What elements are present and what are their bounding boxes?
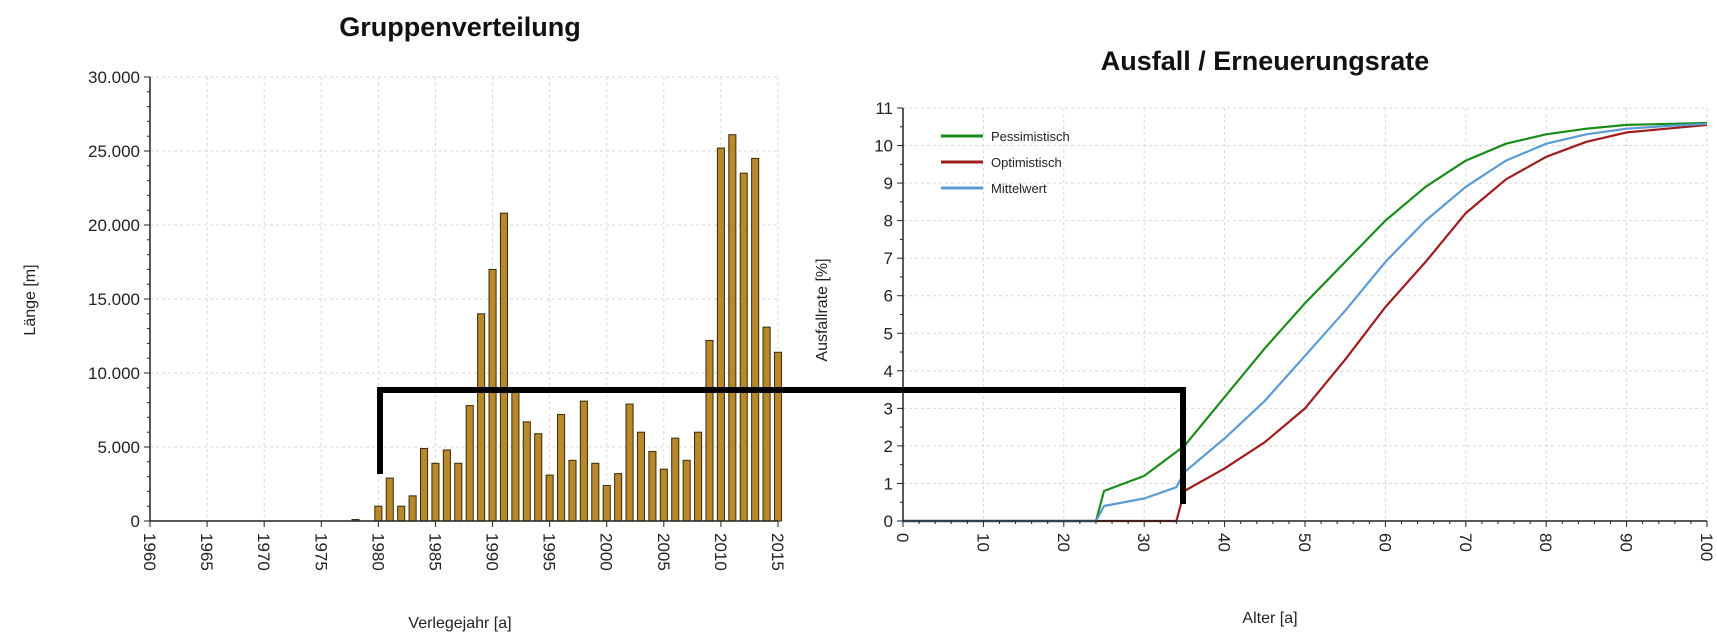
bar-chart-xtick-label: 1990 [483, 533, 502, 571]
line-chart-xtick-label: 70 [1456, 533, 1475, 552]
line-chart-xtick-label: 50 [1295, 533, 1314, 552]
bar-chart-title: Gruppenverteilung [339, 12, 581, 42]
line-chart-ytick-label: 6 [884, 287, 893, 306]
bar-chart-xtick-label: 1965 [197, 533, 216, 571]
bar-chart-ytick-label: 5.000 [97, 438, 140, 457]
bar-chart-xtick-label: 2000 [597, 533, 616, 571]
bar [408, 495, 417, 522]
bar [454, 462, 463, 522]
bar [773, 351, 783, 522]
bar [636, 431, 646, 522]
bar [682, 459, 691, 522]
bar [716, 147, 725, 522]
line-chart-ytick-label: 9 [884, 174, 893, 193]
legend-label: Optimistisch [991, 155, 1062, 170]
annotation-connector [377, 387, 1186, 504]
line-chart-ytick-label: 4 [884, 362, 893, 381]
bar [419, 447, 429, 522]
bar [385, 477, 394, 522]
line-chart-xtick-label: 10 [973, 533, 992, 552]
bar-chart-xtick-label: 1970 [254, 533, 273, 571]
bar [579, 400, 588, 522]
bar-chart-grid [149, 76, 779, 522]
line-chart-title: Ausfall / Erneuerungsrate [1101, 46, 1430, 76]
bar [648, 450, 657, 522]
bar-chart-axes [144, 76, 779, 527]
line-chart-xlabel: Alter [a] [1242, 610, 1297, 627]
bar [762, 326, 771, 522]
bar [511, 387, 520, 522]
bar-chart-ytick-label: 15.000 [88, 290, 140, 309]
bar-chart-xtick-label: 1980 [368, 533, 387, 571]
series-line-pessimistisch [903, 121, 1708, 523]
line-chart-ytick-label: 7 [884, 249, 893, 268]
bar [397, 505, 406, 522]
bar-chart-ytick-label: 20.000 [88, 216, 140, 235]
series-line-mittelwert [903, 122, 1708, 523]
line-chart-axes [897, 107, 1708, 527]
bar-chart-xtick-label: 1995 [540, 533, 559, 571]
line-chart-ytick-label: 3 [884, 399, 893, 418]
bar [602, 484, 611, 522]
line-chart-xtick-label: 20 [1054, 533, 1073, 552]
bar [522, 421, 531, 522]
line-chart-xtick-label: 0 [893, 533, 912, 542]
line-chart-ticks: 0 10 20 30 40 50 60 70 80 90 100 0 1 2 3 4 5 6 7 8 9 10 11 [874, 99, 1716, 561]
bar-chart-xtick-label: 1975 [311, 533, 330, 571]
bar-chart-xtick-label: 2010 [711, 533, 730, 571]
line-chart-ytick-label: 0 [884, 512, 893, 531]
bar [499, 212, 509, 522]
bar-chart-ytick-label: 30.000 [88, 68, 140, 87]
bar-chart-ticks: 1960 1965 1970 1975 1980 1985 1990 1995 2000 2005… [88, 68, 787, 571]
bar [545, 474, 554, 522]
line-chart-ytick-label: 1 [884, 474, 893, 493]
bar [465, 405, 474, 522]
bar [739, 172, 748, 522]
bar-chart-ytick-label: 25.000 [88, 142, 140, 161]
bar-chart-xtick-label: 2005 [654, 533, 673, 571]
legend-label: Pessimistisch [991, 129, 1070, 144]
bar [477, 313, 486, 522]
bar [694, 431, 703, 522]
line-chart-xtick-label: 100 [1697, 533, 1716, 561]
bar [557, 413, 566, 522]
bar [488, 268, 497, 522]
line-chart-xtick-label: 40 [1215, 533, 1234, 552]
bar [659, 468, 668, 522]
line-chart-ylabel: Ausfallrate [%] [814, 258, 831, 361]
bar [671, 437, 680, 522]
legend-label: Mittelwert [991, 181, 1047, 196]
bar [751, 157, 760, 522]
bar [534, 433, 543, 522]
bar [614, 473, 623, 522]
line-chart-xtick-label: 30 [1134, 533, 1153, 552]
line-chart-xtick-label: 60 [1375, 533, 1394, 552]
line-chart-ytick-label: 10 [874, 137, 893, 156]
bar-chart-ytick-label: 0 [131, 512, 140, 531]
bar [728, 134, 737, 522]
line-chart-legend: Pessimistisch Optimistisch Mittelwert [941, 129, 1070, 196]
bar [442, 449, 451, 522]
line-chart-ytick-label: 11 [875, 99, 893, 118]
line-chart-ytick-label: 2 [884, 437, 893, 456]
line-chart-ytick-label: 8 [884, 212, 893, 231]
line-chart-xtick-label: 90 [1617, 533, 1636, 552]
bar [705, 339, 714, 522]
bar [591, 462, 600, 522]
line-chart-ytick-label: 5 [884, 324, 893, 343]
line-chart-xtick-label: 80 [1536, 533, 1555, 552]
bar [568, 459, 577, 522]
bar [625, 403, 634, 522]
bar-chart-xtick-label: 2015 [768, 533, 787, 571]
bar-chart-xtick-label: 1985 [425, 533, 444, 571]
bar [374, 505, 383, 522]
bar-chart-ytick-label: 10.000 [88, 364, 140, 383]
bar-chart-xlabel: Verlegejahr [a] [408, 615, 511, 632]
bar-chart-bars [351, 134, 783, 522]
bar-chart-ylabel: Länge [m] [22, 264, 39, 335]
bar [431, 462, 440, 522]
bar-chart-xtick-label: 1960 [140, 533, 159, 571]
